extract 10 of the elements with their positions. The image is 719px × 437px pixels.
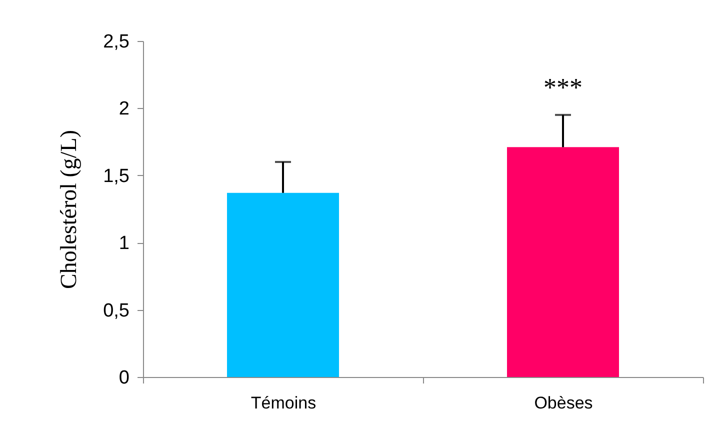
y-tick-label: 0: [118, 368, 130, 388]
x-tick-label: Témoins: [250, 394, 316, 412]
y-tick-label: 1,5: [103, 166, 130, 187]
x-tick-label: Obèses: [534, 394, 593, 412]
y-tick-label: 0,5: [103, 300, 130, 322]
y-axis-title: Cholestérol (g/L): [56, 130, 82, 290]
y-tick-label: 1: [118, 233, 130, 254]
annotation: ***: [544, 72, 582, 102]
y-tick-label: 2: [118, 98, 130, 120]
y-tick-label: 2,5: [103, 32, 130, 52]
